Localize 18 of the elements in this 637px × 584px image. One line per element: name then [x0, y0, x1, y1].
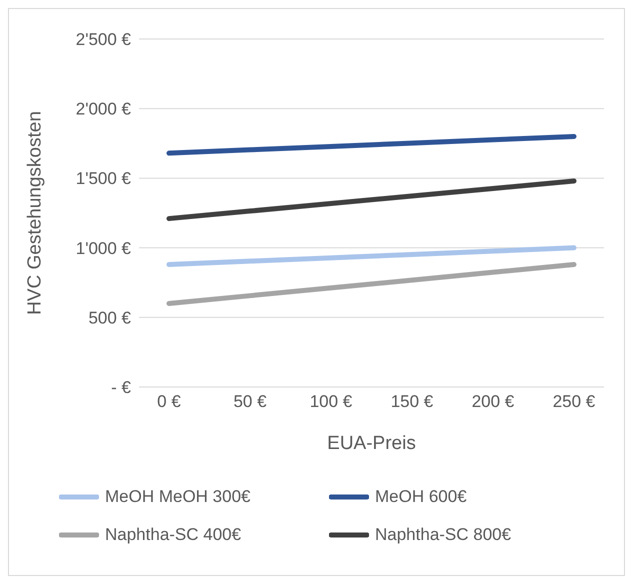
x-tick-label: 150 € [390, 392, 434, 412]
legend-label: Naphtha-SC 800€ [375, 525, 512, 545]
legend-label: MeOH 600€ [375, 487, 467, 507]
y-tick-label: 1'500 € [76, 169, 132, 188]
y-tick-label: 1'000 € [76, 238, 132, 258]
x-tick-label: 0 € [157, 392, 182, 412]
x-tick-label: 50 € [233, 392, 268, 412]
x-axis-title: EUA-Preis [327, 433, 416, 454]
x-tick-label: 250 € [552, 392, 596, 412]
y-tick-label: 500 € [88, 308, 132, 328]
y-tick-label: - € [111, 378, 132, 398]
legend-label: Naphtha-SC 400€ [105, 525, 242, 545]
y-axis-title: HVC Gestehungskosten [24, 111, 46, 315]
y-tick-label: 2'500 € [76, 30, 132, 50]
y-tick-label: 2'000 € [76, 100, 132, 119]
x-tick-label: 200 € [472, 392, 515, 412]
legend-label: MeOH MeOH 300€ [105, 487, 250, 507]
x-tick-label: 100 € [310, 392, 353, 412]
